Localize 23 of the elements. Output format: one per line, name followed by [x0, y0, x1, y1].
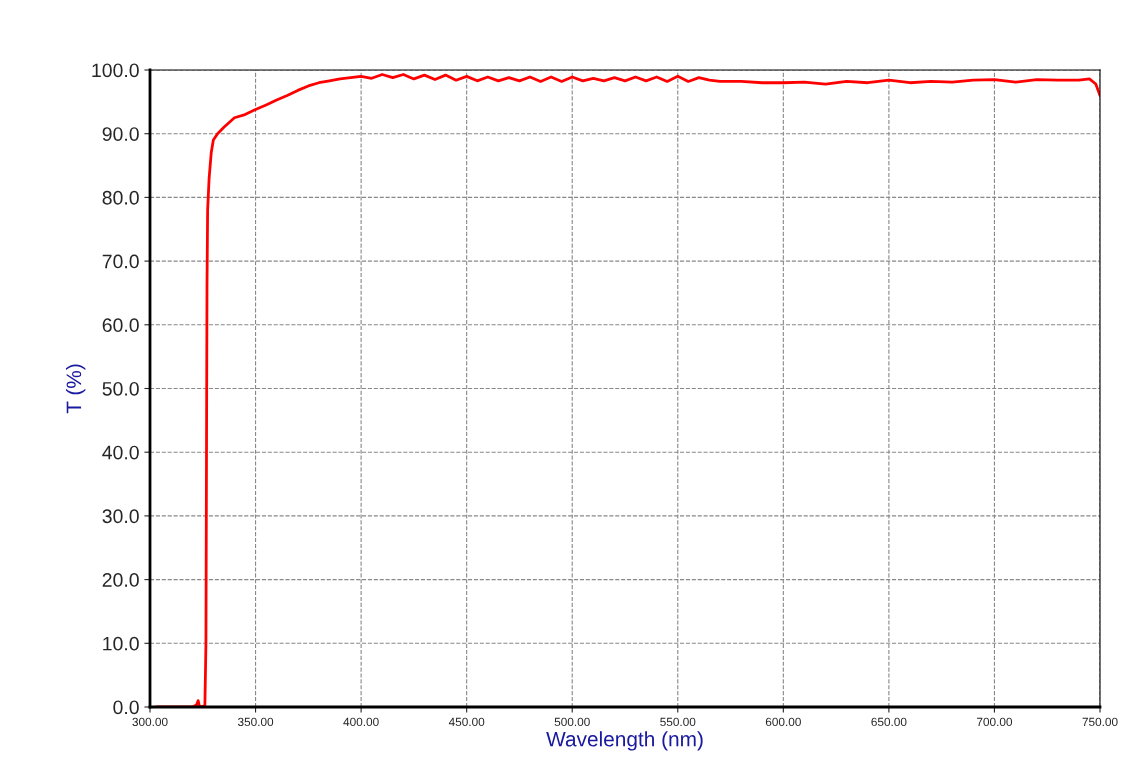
x-tick-label: 550.00 — [660, 717, 696, 727]
y-tick-label: 0.0 — [113, 700, 139, 715]
y-tick-label: 100.0 — [92, 63, 139, 78]
y-tick-label: 70.0 — [102, 254, 139, 269]
x-tick-label: 300.00 — [132, 717, 168, 727]
y-tick-label: 20.0 — [102, 573, 139, 587]
y-tick-label: 60.0 — [102, 318, 139, 333]
y-axis-title: T (%) — [65, 364, 86, 414]
x-tick-label: 350.00 — [237, 717, 274, 727]
x-tick-label: 400.00 — [343, 717, 379, 727]
y-tick-label: 30.0 — [102, 509, 139, 524]
x-tick-label: 600.00 — [765, 717, 801, 727]
x-tick-label: 650.00 — [871, 717, 907, 727]
x-tick-label: 750.00 — [1082, 717, 1118, 727]
y-tick-label: 50.0 — [102, 381, 139, 396]
y-tick-label: 40.0 — [102, 445, 139, 460]
y-tick-label: 90.0 — [102, 127, 139, 141]
x-axis-title: Wavelength (nm) — [546, 731, 703, 751]
y-tick-label: 10.0 — [103, 636, 139, 651]
x-tick-label: 700.00 — [977, 717, 1013, 727]
y-tick-label: 80.0 — [102, 190, 139, 205]
x-tick-label: 450.00 — [448, 717, 485, 727]
x-tick-label: 500.00 — [554, 717, 590, 727]
